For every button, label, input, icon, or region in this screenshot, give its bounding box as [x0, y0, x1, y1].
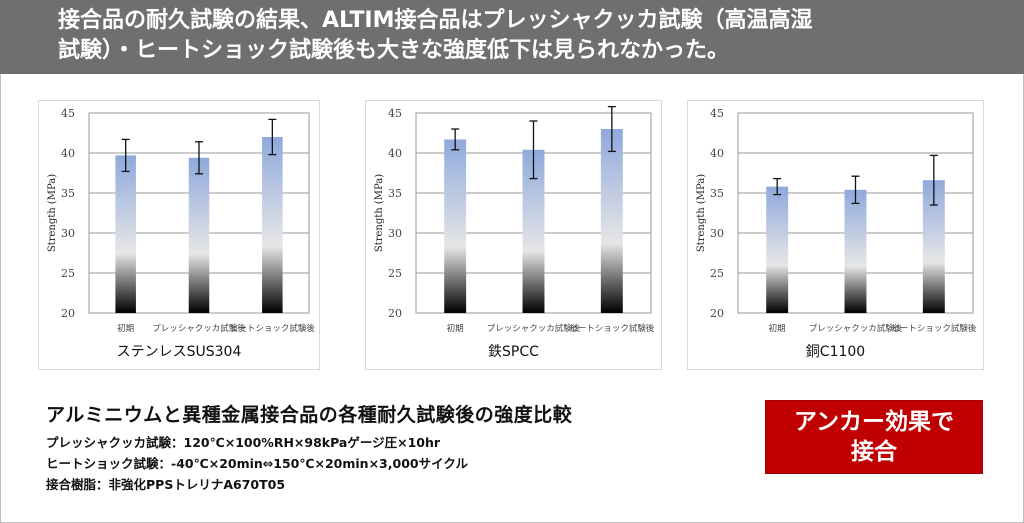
- caption-title: アルミニウムと異種金属接合品の各種耐久試験後の強度比較: [46, 404, 573, 426]
- y-tick-label: 45: [710, 107, 724, 120]
- y-tick-label: 35: [61, 187, 75, 200]
- category-label: プレッシャクッカ試験後: [809, 323, 903, 334]
- bar: [766, 186, 789, 313]
- y-tick-label: 35: [388, 187, 402, 200]
- chart-svg-spcc: 20 25 30 35 40 45 Strength (MPa) 初期 プレッシャクッカ試験後ヒ…: [374, 105, 655, 334]
- y-tick-label: 20: [710, 307, 724, 320]
- category-label: プレッシャクッカ試験後: [487, 323, 581, 334]
- chart-title: 鉄SPCC: [488, 344, 539, 360]
- badge-line-1: アンカー効果で: [793, 409, 955, 435]
- category-label: ヒートショック試験後: [230, 323, 316, 334]
- badge-line-2: 接合: [851, 439, 897, 465]
- caption-block: アルミニウムと異種金属接合品の各種耐久試験後の強度比較 プレッシャクッカ試験：1…: [46, 400, 572, 495]
- y-tick-label: 40: [61, 147, 75, 160]
- category-label: 初期: [117, 323, 134, 334]
- header-banner: 接合品の耐久試験の結果、ALTIM接合品はプレッシャクッカ試験（高温高湿 試験）…: [0, 0, 1024, 74]
- caption-pressure-cooker: プレッシャクッカ試験：120℃×100%RH×98kPaゲージ圧×10hr: [46, 435, 441, 450]
- bar: [844, 189, 867, 313]
- chart-title: ステンレスSUS304: [116, 344, 242, 360]
- y-tick-label: 40: [388, 147, 402, 160]
- y-tick-label: 20: [388, 307, 402, 320]
- caption-heat-shock: ヒートショック試験：-40℃×20min⇔150℃×20min×3,000サイク…: [46, 456, 468, 471]
- category-label: 初期: [769, 323, 786, 334]
- y-tick-label: 30: [710, 227, 724, 240]
- y-tick-label: 45: [61, 107, 75, 120]
- y-axis-label: Strength (MPa): [696, 174, 707, 252]
- y-tick-label: 25: [388, 267, 402, 280]
- chart-title: 銅C1100: [805, 344, 866, 360]
- bar: [600, 129, 623, 313]
- bar: [444, 139, 467, 313]
- header-line-1: 接合品の耐久試験の結果、ALTIM接合品はプレッシャクッカ試験（高温高湿: [58, 8, 813, 33]
- y-tick-label: 30: [388, 227, 402, 240]
- bar: [522, 149, 545, 313]
- y-tick-label: 25: [710, 267, 724, 280]
- category-label: ヒートショック試験後: [891, 323, 977, 334]
- chart-svg-c1100: 20 25 30 35 40 45 Strength (MPa) 初期 プレッシャクッカ試験後ヒ…: [696, 107, 977, 334]
- y-tick-label: 45: [388, 107, 402, 120]
- y-axis-label: Strength (MPa): [47, 174, 58, 252]
- y-tick-label: 25: [61, 267, 75, 280]
- bar: [922, 180, 945, 313]
- bar: [115, 155, 136, 313]
- category-label: 初期: [447, 323, 464, 334]
- chart-spcc: 20 25 30 35 40 45 Strength (MPa) 初期 プレッシャクッカ試験後ヒ…: [365, 100, 662, 370]
- y-tick-label: 35: [710, 187, 724, 200]
- y-tick-label: 20: [61, 307, 75, 320]
- anchor-effect-badge: アンカー効果で 接合: [765, 400, 983, 474]
- bar: [262, 137, 283, 313]
- y-axis-label: Strength (MPa): [374, 174, 385, 252]
- y-tick-label: 30: [61, 227, 75, 240]
- category-label: ヒートショック試験後: [569, 323, 655, 334]
- header-line-2: 試験）・ヒートショック試験後も大きな強度低下は見られなかった。: [58, 38, 730, 63]
- chart-c1100: 20 25 30 35 40 45 Strength (MPa) 初期 プレッシャクッカ試験後ヒ…: [687, 100, 984, 370]
- bar: [188, 157, 210, 313]
- chart-sus304: 20 25 30 35 40 45 Strength (MPa) 初期 プレッシャクッカ試験後ヒ…: [38, 100, 320, 370]
- category-label: プレッシャクッカ試験後: [152, 323, 246, 334]
- caption-resin: 接合樹脂：非強化PPSトレリナA670T05: [46, 477, 286, 492]
- chart-svg-sus304: 20 25 30 35 40 45 Strength (MPa) 初期 プレッシャクッカ試験後ヒ…: [47, 107, 316, 334]
- y-tick-label: 40: [710, 147, 724, 160]
